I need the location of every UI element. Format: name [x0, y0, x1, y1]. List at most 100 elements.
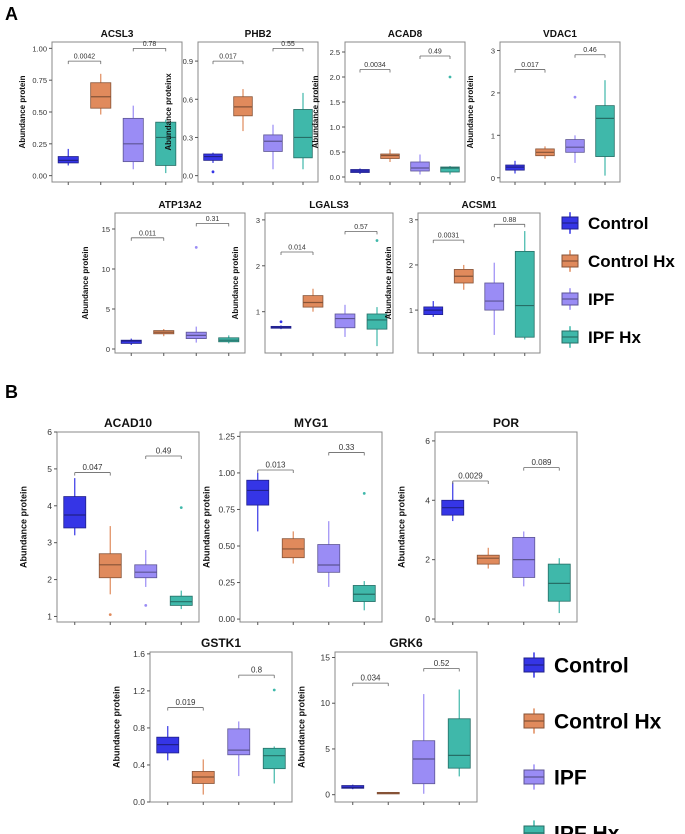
pvalue-label: 0.88	[503, 217, 517, 224]
box-ipf-hx	[514, 231, 535, 340]
outlier-point	[211, 170, 215, 174]
outlier-point	[194, 246, 198, 249]
plot-atp13a2: ATP13A2 Abundance protein 0 5 10 15 0.011 0.31	[81, 200, 246, 356]
box-iqr	[134, 564, 158, 579]
y-axis-label: Abundance protein	[18, 486, 28, 568]
y-tick-label: 1.6	[133, 649, 145, 659]
outlier-point	[375, 239, 379, 242]
box-iqr	[262, 747, 286, 770]
box-iqr	[203, 153, 223, 161]
box-iqr	[293, 109, 313, 159]
pvalue-label: 0.0034	[364, 62, 386, 69]
box-iqr	[63, 496, 87, 529]
outlier-point	[272, 688, 276, 692]
legend-item-control-hx: Control Hx	[523, 708, 662, 734]
box-control-hx	[376, 791, 400, 795]
plot-title: ACAD10	[104, 416, 152, 430]
plot-title: MYG1	[294, 416, 328, 430]
y-tick-label: 2.5	[330, 48, 340, 57]
y-tick-label: 3	[409, 216, 413, 225]
box-iqr	[352, 585, 376, 602]
box-control	[246, 472, 270, 532]
pvalue-label: 0.49	[156, 446, 172, 455]
box-iqr	[412, 740, 436, 785]
legend-label: Control Hx	[588, 252, 675, 271]
y-tick-label: 0	[106, 345, 110, 354]
y-tick-label: 0.25	[32, 140, 47, 149]
plot-acsm1: ACSM1 Abundance protein 1 2 3 0.0031 0.88	[384, 200, 541, 356]
y-tick-label: 5	[106, 305, 110, 314]
y-tick-label: 2	[256, 262, 260, 271]
plot-acsl3: ACSL3 Abundance protein 0.00 0.25 0.50 0.75 1.…	[18, 29, 183, 185]
y-tick-label: 0.8	[133, 723, 145, 733]
box-iqr	[122, 117, 144, 163]
pvalue-label: 0.55	[281, 41, 295, 48]
pvalue-label: 0.0042	[74, 54, 96, 61]
box-control	[120, 338, 142, 345]
box-ipf-hx	[293, 92, 313, 170]
box-ipf-hx	[352, 491, 376, 611]
legend-label: IPF	[588, 290, 614, 309]
plot-phb2: PHB2 Abundance proteinx 0.0 0.3 0.6 0.9 0.017 0…	[164, 29, 319, 185]
box-control-hx	[380, 149, 400, 162]
y-tick-label: 2	[47, 575, 52, 585]
y-tick-label: 0.50	[218, 541, 235, 551]
panel-label-a: A	[5, 4, 18, 24]
y-tick-label: 6	[47, 427, 52, 437]
y-tick-label: 3	[491, 46, 495, 55]
legend-label: Control	[588, 214, 648, 233]
outlier-point	[144, 603, 148, 607]
y-tick-label: 0	[325, 790, 330, 800]
pvalue-label: 0.089	[531, 458, 552, 467]
box-control-hx	[281, 531, 305, 564]
y-tick-label: 5	[325, 744, 330, 754]
y-axis-label: Abundance protein	[384, 246, 393, 319]
plot-frame	[344, 41, 466, 183]
box-control	[505, 160, 525, 174]
legend-panel-b: Control Control Hx IPF IPF Hx	[523, 652, 662, 834]
y-tick-label: 0.0	[133, 797, 145, 807]
box-control-hx	[233, 89, 253, 132]
y-tick-label: 2	[491, 89, 495, 98]
y-tick-label: 5	[47, 464, 52, 474]
box-iqr	[476, 554, 500, 565]
plot-frame	[114, 212, 246, 354]
box-ipf-hx	[366, 239, 388, 347]
pvalue-label: 0.017	[219, 54, 237, 61]
plot-vdac1: VDAC1 Abundance protein 0 1 2 3 0.017 0.46	[466, 29, 621, 185]
pvalue-label: 0.46	[583, 47, 597, 54]
box-ipf-hx	[595, 80, 615, 176]
plot-frame	[149, 651, 293, 803]
box-ipf	[227, 721, 251, 777]
box-iqr	[380, 153, 400, 159]
legend-label: Control Hx	[554, 710, 662, 733]
box-ipf-hx	[262, 688, 286, 784]
y-axis-label: Abundance protein	[18, 75, 27, 148]
box-control-hx	[453, 264, 474, 290]
box-iqr	[98, 553, 122, 579]
plot-title: PHB2	[245, 29, 272, 40]
y-tick-label: 15	[321, 652, 331, 662]
plot-grk6: GRK6 Abundance protein 0 5 10 15 0.034 0.52	[296, 636, 478, 805]
y-tick-label: 3	[256, 216, 260, 225]
box-ipf	[410, 154, 430, 175]
plot-gstk1: GSTK1 Abundance protein 0.0 0.4 0.8 1.2 1.6 0.0…	[111, 636, 293, 807]
plot-title: ACAD8	[388, 29, 423, 40]
y-tick-label: 0.0	[183, 172, 193, 181]
legend-item-ipf-hx: IPF Hx	[561, 326, 641, 348]
y-tick-label: 15	[102, 225, 110, 234]
legend-label: IPF	[554, 766, 587, 789]
y-tick-label: 10	[321, 698, 331, 708]
box-ipf	[317, 521, 341, 587]
plot-por: POR Abundance protein 0 2 4 6 0.0029 0.089	[396, 416, 578, 625]
pvalue-label: 0.33	[339, 443, 355, 452]
box-iqr	[120, 339, 142, 344]
y-axis-label: Abundance protein	[231, 246, 240, 319]
y-tick-label: 1.25	[218, 431, 235, 441]
legend-item-control: Control	[523, 652, 629, 678]
y-tick-label: 2.0	[330, 73, 340, 82]
pvalue-label: 0.047	[82, 463, 103, 472]
y-tick-label: 0.75	[218, 504, 235, 514]
box-ipf-hx	[547, 558, 571, 614]
